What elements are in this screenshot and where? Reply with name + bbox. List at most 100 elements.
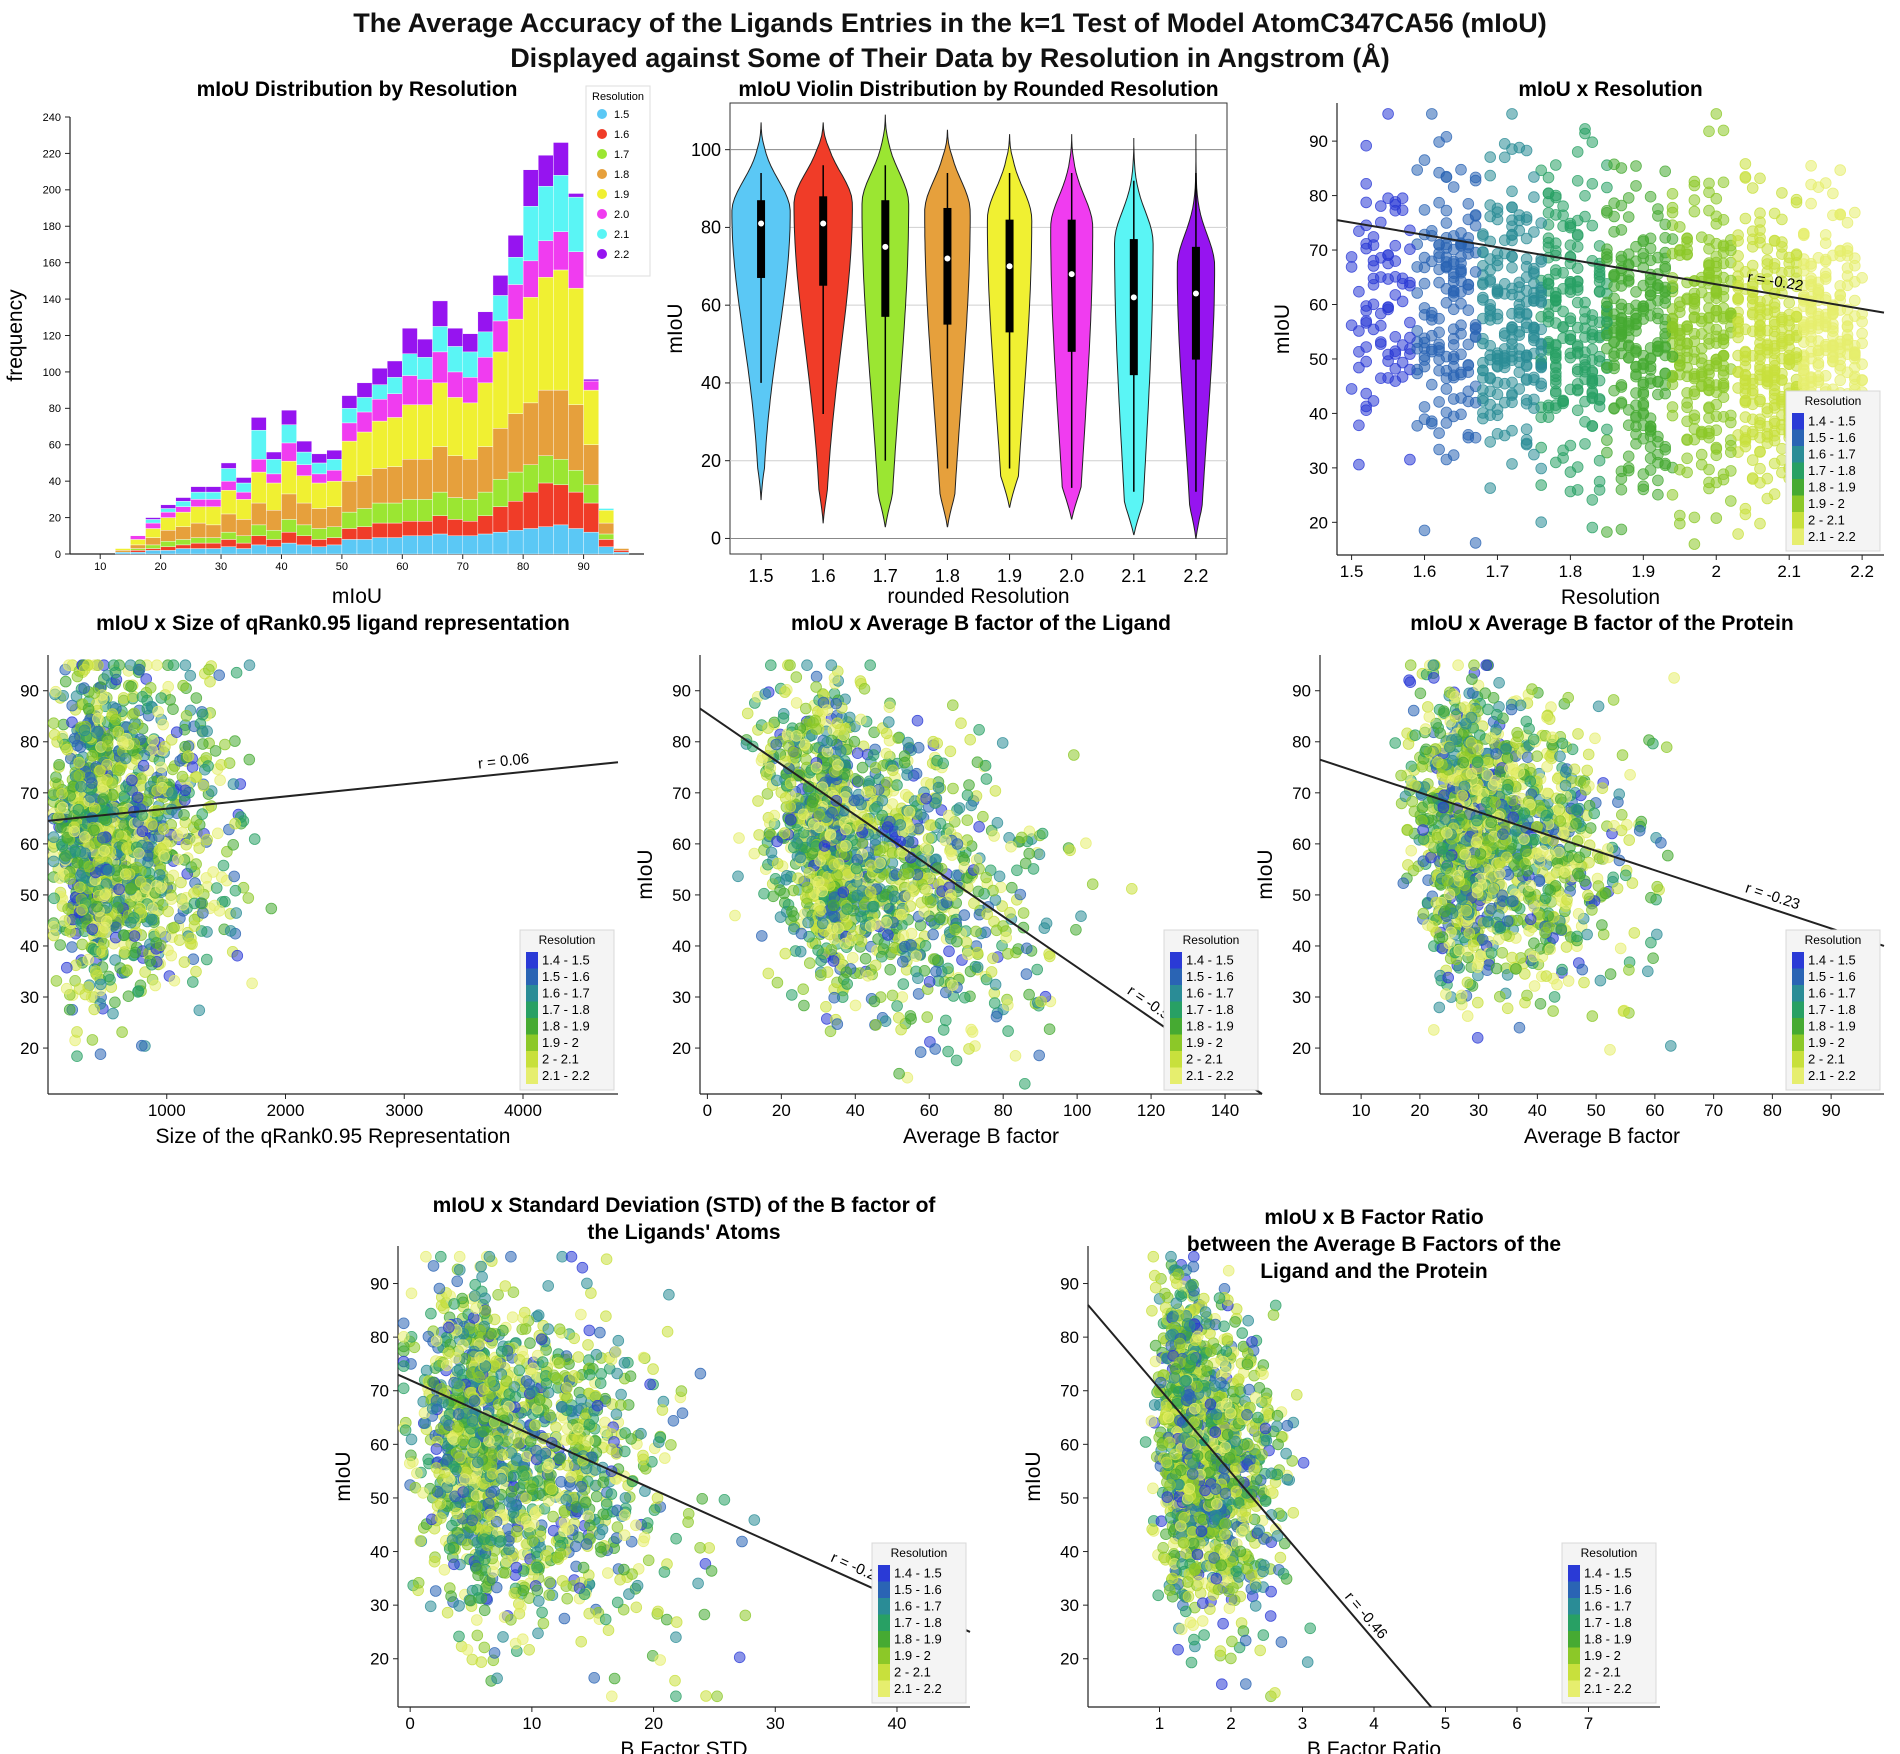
scatter-point [182,750,195,762]
scatter-point [98,844,110,857]
scatter-point [1462,338,1475,351]
scatter-point [179,784,192,797]
scatter-point [215,758,227,771]
y-tick-label: 50 [20,886,39,905]
scatter-point [1717,176,1730,189]
histogram-bar [160,530,176,542]
histogram-bar [492,295,509,322]
histogram-bar [598,522,614,535]
scatter-point [86,923,98,936]
scatter-point [1703,431,1715,444]
scatter-point [180,709,193,722]
histogram-bar [447,346,463,373]
histogram-bar [417,404,433,460]
histogram-bar [568,404,584,471]
histogram-bar [115,551,131,555]
scatter-point [122,990,135,1002]
legend-label: 1.5 - 1.6 [542,969,590,984]
scatter-point [1776,266,1788,279]
scatter-point [1644,190,1657,203]
histogram-bar [522,464,539,493]
scatter-point [1498,138,1511,150]
scatter-point [1783,353,1795,366]
violin-median [882,243,889,250]
histogram-bar [507,318,524,414]
histogram-bar [613,548,630,551]
scatter-point [1630,387,1642,399]
scatter-point [810,681,822,693]
histogram-bar [175,548,192,555]
scatter-point [1033,848,1046,861]
scatter-point [157,718,169,731]
histogram-bar [387,393,403,418]
histogram-bar [417,338,433,358]
scatter-point [1433,396,1445,408]
scatter-point [762,967,775,980]
scatter-point [227,838,240,851]
scatter-point [939,1014,952,1027]
scatter-point [897,978,910,990]
histogram-bar [371,522,388,538]
scatter-point [1856,337,1868,350]
scatter-point [78,682,90,694]
scatter-point [1455,408,1467,421]
histogram-bar [281,519,297,533]
scatter-point [1506,250,1518,263]
scatter-point [248,833,261,845]
histogram-bar [598,510,614,524]
y-tick-label: 20 [1309,513,1328,532]
scatter-point [1462,395,1475,408]
scatter-point [113,764,126,777]
scatter-point [1827,187,1839,200]
scatter-point [1498,330,1511,342]
scatter-point [1681,466,1693,479]
legend-label: 1.7 - 1.8 [542,1002,590,1017]
scatter-point [1375,200,1387,212]
scatter-point [748,847,761,860]
scatter-point [47,717,60,729]
scatter-point [1447,353,1460,365]
scatter-point [1615,483,1628,496]
scatter-point [904,900,917,912]
legend-label: 2.1 [614,229,629,241]
histogram-bar [235,548,252,555]
histogram-bar [311,508,327,529]
scatter-point [814,969,827,981]
y-tick-label: 80 [49,403,61,415]
histogram-bar [311,528,327,540]
scatter-point [136,1039,148,1052]
x-tick-label: 1.5 [749,566,774,586]
scatter-point [1652,307,1664,320]
histogram-bar [281,531,297,544]
x-tick-label: 2.1 [1777,562,1801,581]
y-tick-label: 30 [672,988,691,1007]
scatter-point [1659,165,1671,178]
histogram-bar [145,550,161,555]
scatter-point [210,882,223,894]
histogram-bar [568,491,584,529]
y-axis-label: mIoU [664,303,687,353]
scatter-point [1739,171,1752,183]
histogram-bar [402,328,418,354]
histogram-bar [175,511,192,527]
histogram-bar [492,428,509,480]
scatter-point [190,965,202,978]
y-tick-label: 40 [20,937,39,956]
scatter-point [1513,281,1526,293]
scatter-point [1535,380,1547,393]
scatter-point [962,948,974,961]
scatter-point [1841,216,1854,229]
scatter-point [1739,394,1752,407]
y-tick-label: 220 [43,148,61,160]
scatter-point [1571,383,1584,396]
histogram-bar [341,480,358,513]
scatter-point [1440,296,1453,309]
legend-label: 1.7 - 1.8 [1808,463,1856,478]
scatter-point [1674,327,1686,340]
scatter-point [1666,350,1679,363]
scatter-point [79,831,91,843]
scatter-point [1659,260,1671,273]
scatter-point [56,801,69,814]
histogram-bar [251,429,267,460]
